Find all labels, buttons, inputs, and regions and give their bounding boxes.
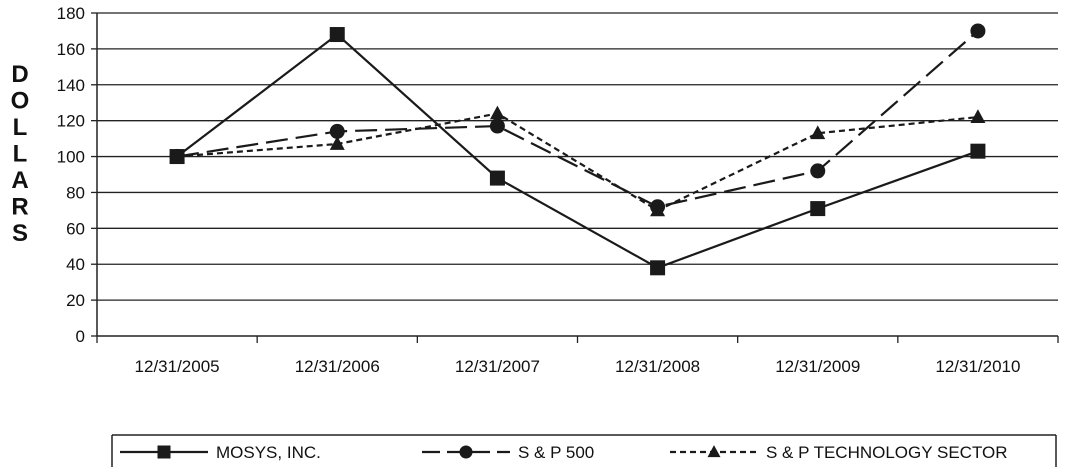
legend-label: MOSYS, INC. — [216, 443, 321, 462]
y-axis-label-letter: A — [11, 167, 28, 194]
y-tick-label: 140 — [57, 76, 85, 95]
marker-triangle — [810, 125, 826, 140]
y-tick-label: 20 — [66, 291, 85, 310]
x-tick-label: 12/31/2010 — [935, 357, 1020, 376]
y-axis-ticks: 0 20 40 60 80 100 120 140 160 180 — [57, 4, 85, 346]
legend-label: S & P 500 — [518, 443, 594, 462]
marker-square — [970, 143, 986, 159]
y-tick-label: 40 — [66, 255, 85, 274]
y-axis-label-letter: O — [11, 88, 30, 115]
series-layer — [169, 23, 986, 276]
x-tick-label: 12/31/2007 — [455, 357, 540, 376]
series-line — [176, 112, 979, 212]
x-tick-label: 12/31/2006 — [295, 357, 380, 376]
y-axis-label-letter: R — [11, 194, 28, 221]
axes — [91, 12, 1059, 343]
marker-triangle — [329, 136, 345, 150]
marker-square — [650, 260, 666, 276]
marker-square — [157, 445, 171, 459]
x-axis-ticks: 12/31/2005 12/31/2006 12/31/2007 12/31/2008… — [135, 357, 1021, 376]
marker-circle — [810, 163, 826, 179]
marker-triangle — [169, 148, 185, 163]
x-tick-label: 12/31/2008 — [615, 357, 700, 376]
y-tick-label: 100 — [57, 148, 85, 167]
y-tick-label: 0 — [76, 327, 85, 346]
x-tick-label: 12/31/2009 — [775, 357, 860, 376]
x-tick-label: 12/31/2005 — [135, 357, 220, 376]
marker-triangle — [489, 105, 505, 120]
y-tick-label: 160 — [57, 40, 85, 59]
marker-square — [810, 201, 826, 217]
marker-triangle — [970, 109, 986, 123]
marker-triangle — [650, 202, 666, 217]
y-tick-label: 180 — [57, 4, 85, 23]
marker-triangle — [707, 445, 721, 458]
y-axis-label-letter: L — [13, 114, 28, 141]
y-tick-label: 60 — [66, 219, 85, 238]
legend-label: S & P TECHNOLOGY SECTOR — [766, 443, 1008, 462]
y-axis-label-letter: L — [13, 141, 28, 168]
marker-circle — [459, 445, 473, 459]
series-line — [176, 33, 979, 270]
y-tick-label: 120 — [57, 112, 85, 131]
legend: MOSYS, INC. S & P 500 S & P TECHNOLOGY SEC… — [111, 434, 1057, 467]
marker-circle — [489, 118, 505, 134]
marker-circle — [329, 123, 345, 139]
marker-circle — [970, 23, 986, 39]
gridlines — [97, 12, 1058, 301]
y-axis-label-letter: D — [11, 61, 28, 88]
series-line — [176, 30, 979, 208]
marker-square — [489, 170, 505, 186]
marker-square — [329, 27, 345, 43]
y-axis-label-letter: S — [12, 220, 28, 247]
y-tick-label: 80 — [66, 183, 85, 202]
